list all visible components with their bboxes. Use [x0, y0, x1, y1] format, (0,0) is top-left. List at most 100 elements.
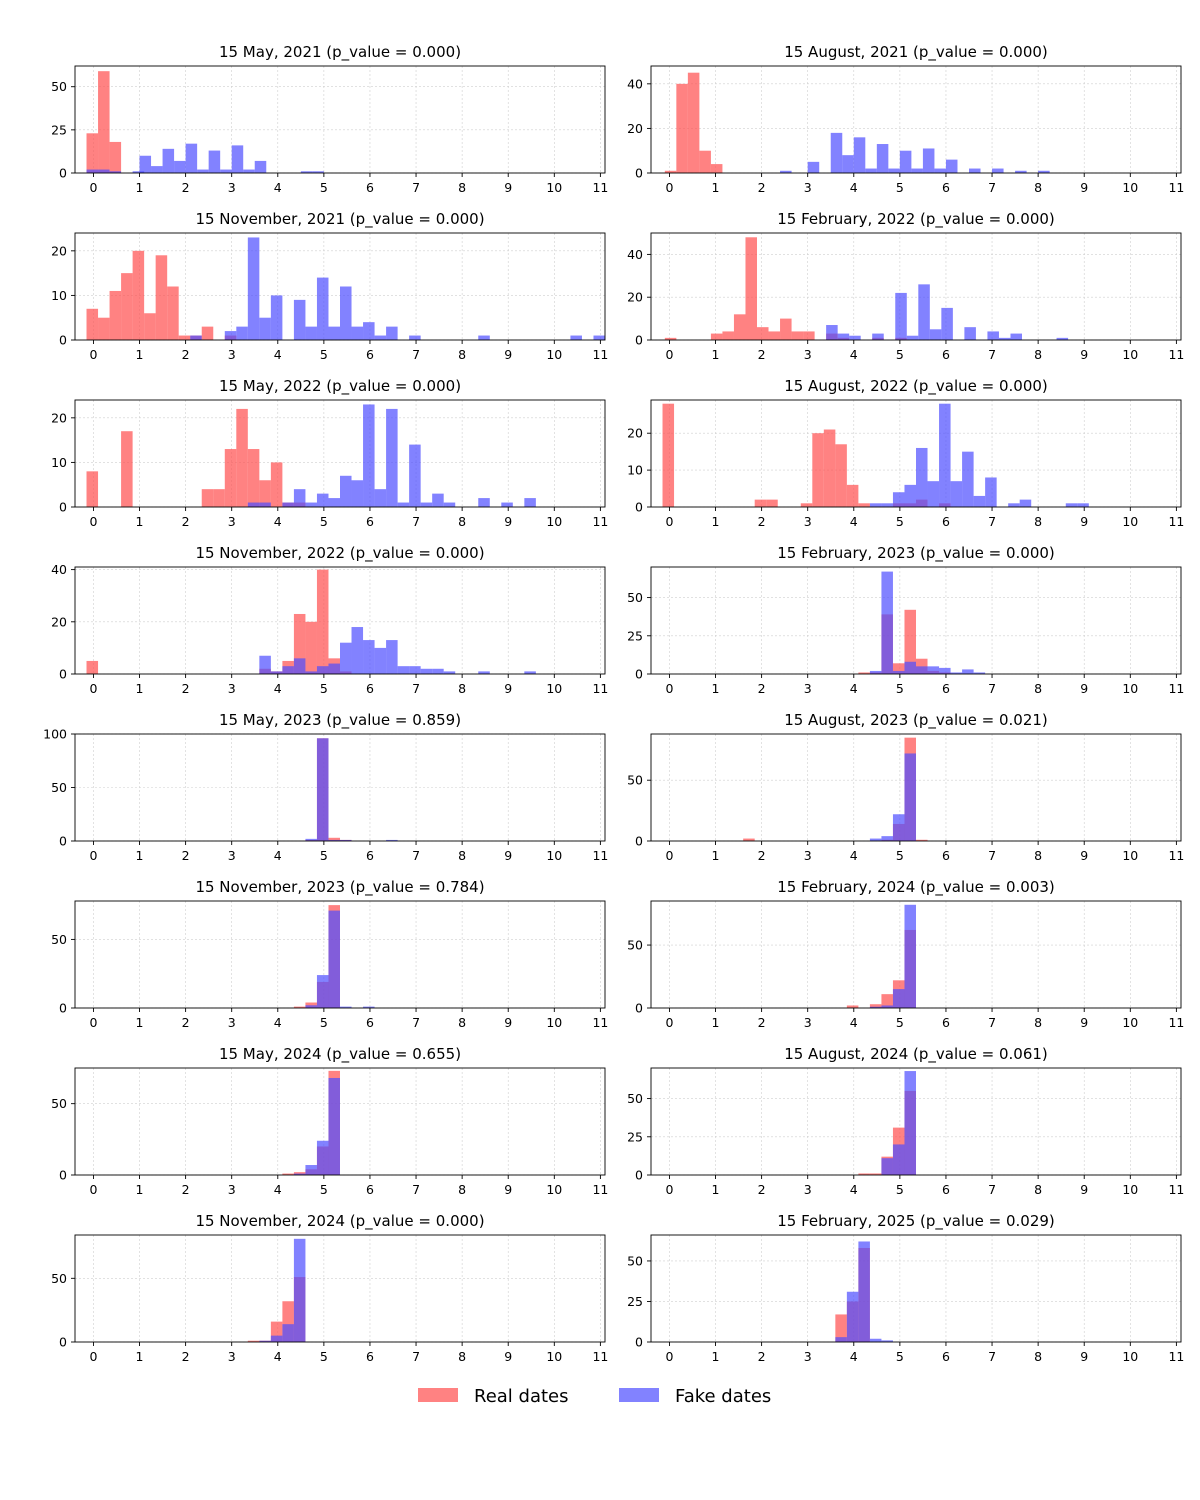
x-tick-label: 1 [712, 514, 720, 529]
bar-fake [293, 299, 306, 340]
bar-fake [316, 738, 329, 841]
x-tick-label: 10 [546, 1349, 562, 1364]
x-tick-label: 8 [1034, 347, 1042, 362]
y-tick-label: 50 [51, 1096, 67, 1111]
bar-real [800, 503, 813, 507]
panel-title: 15 February, 2024 (p_value = 0.003) [777, 878, 1055, 897]
bar-fake [950, 672, 963, 674]
bar-real [224, 449, 237, 507]
bar-fake [837, 333, 850, 340]
bar-fake [254, 160, 267, 173]
bar-real [858, 1173, 870, 1175]
bar-fake [340, 475, 352, 507]
bar-real [754, 499, 767, 507]
bar-fake [316, 277, 329, 340]
x-tick-label: 0 [89, 1182, 97, 1197]
x-tick-label: 2 [182, 1182, 190, 1197]
x-tick-label: 10 [546, 1182, 562, 1197]
x-tick-label: 9 [504, 848, 512, 863]
x-tick-label: 1 [712, 347, 720, 362]
bar-real [201, 326, 214, 340]
x-tick-label: 8 [1034, 848, 1042, 863]
bar-fake [1065, 503, 1078, 507]
bar-fake [374, 335, 387, 340]
x-tick-label: 11 [592, 1349, 608, 1364]
histogram-panel: 15 February, 2025 (p_value = 0.029) 0 1 2 3 4… [627, 1212, 1184, 1364]
bar-real [823, 429, 836, 507]
bar-fake [881, 1005, 893, 1008]
bar-fake [1019, 499, 1032, 507]
bar-real [328, 837, 340, 841]
bar-fake [247, 502, 260, 507]
x-tick-label: 9 [504, 1349, 512, 1364]
y-tick-label: 50 [51, 79, 67, 94]
axes-frame [650, 733, 1182, 842]
bar-fake [132, 171, 145, 173]
bar-fake [208, 150, 221, 173]
histogram-panel: 15 February, 2022 (p_value = 0.000) 0 1 2 3 4… [627, 210, 1184, 362]
axes-frame [650, 900, 1182, 1009]
panels: 15 May, 2021 (p_value = 0.000) 0 1 2 3 4 5 6 7 8 9… [43, 43, 1184, 1364]
bar-fake [151, 166, 163, 173]
x-tick-label: 6 [366, 180, 374, 195]
x-tick-label: 2 [758, 848, 766, 863]
axes-frame [74, 1067, 606, 1176]
bar-real [664, 337, 677, 340]
y-tick-label: 20 [51, 243, 67, 258]
bar-fake [270, 295, 283, 340]
y-tick-label: 20 [627, 121, 643, 136]
x-tick-label: 4 [850, 848, 858, 863]
x-tick-label: 0 [665, 514, 673, 529]
bar-fake [478, 335, 490, 340]
bar-fake [282, 666, 294, 674]
bar-real [98, 71, 110, 173]
bar-real [733, 314, 746, 340]
x-tick-label: 9 [1080, 1182, 1088, 1197]
x-tick-label: 3 [228, 180, 236, 195]
bar-fake [842, 155, 854, 173]
bar-real [293, 1172, 306, 1175]
bar-real [687, 72, 700, 173]
x-tick-label: 8 [458, 514, 466, 529]
bar-fake [409, 666, 421, 674]
bar-fake [881, 1158, 893, 1175]
x-tick-label: 1 [712, 1182, 720, 1197]
bar-fake [270, 671, 283, 674]
x-tick-label: 10 [546, 681, 562, 696]
bar-fake [872, 333, 884, 340]
x-tick-label: 6 [366, 347, 374, 362]
bar-real [791, 331, 804, 340]
y-tick-label: 0 [59, 1168, 67, 1183]
bar-fake [835, 1337, 847, 1342]
bar-fake [293, 1238, 306, 1342]
y-tick-label: 50 [627, 938, 643, 953]
bar-fake [1010, 333, 1022, 340]
x-tick-label: 1 [136, 1349, 144, 1364]
x-tick-label: 8 [458, 347, 466, 362]
bar-real [710, 164, 723, 173]
bar-fake [139, 155, 152, 173]
bar-fake [858, 1241, 870, 1342]
bar-fake [328, 663, 340, 674]
y-tick-label: 0 [635, 166, 643, 181]
bar-fake [950, 481, 963, 507]
x-tick-label: 3 [804, 514, 812, 529]
y-tick-label: 100 [43, 727, 67, 742]
bar-fake [162, 148, 175, 173]
x-tick-label: 5 [320, 681, 328, 696]
x-tick-label: 9 [504, 347, 512, 362]
x-tick-label: 5 [896, 514, 904, 529]
bar-fake [876, 144, 889, 173]
x-tick-label: 11 [592, 1015, 608, 1030]
bar-fake [340, 286, 352, 340]
x-tick-label: 11 [1168, 681, 1184, 696]
bar-fake [293, 1173, 306, 1175]
bar-fake [478, 671, 490, 674]
bar-real [722, 331, 734, 340]
y-tick-label: 0 [635, 500, 643, 515]
bar-fake [190, 335, 202, 340]
bar-fake [904, 753, 916, 841]
bar-fake [98, 169, 110, 173]
x-tick-label: 6 [366, 1349, 374, 1364]
x-tick-label: 4 [850, 180, 858, 195]
